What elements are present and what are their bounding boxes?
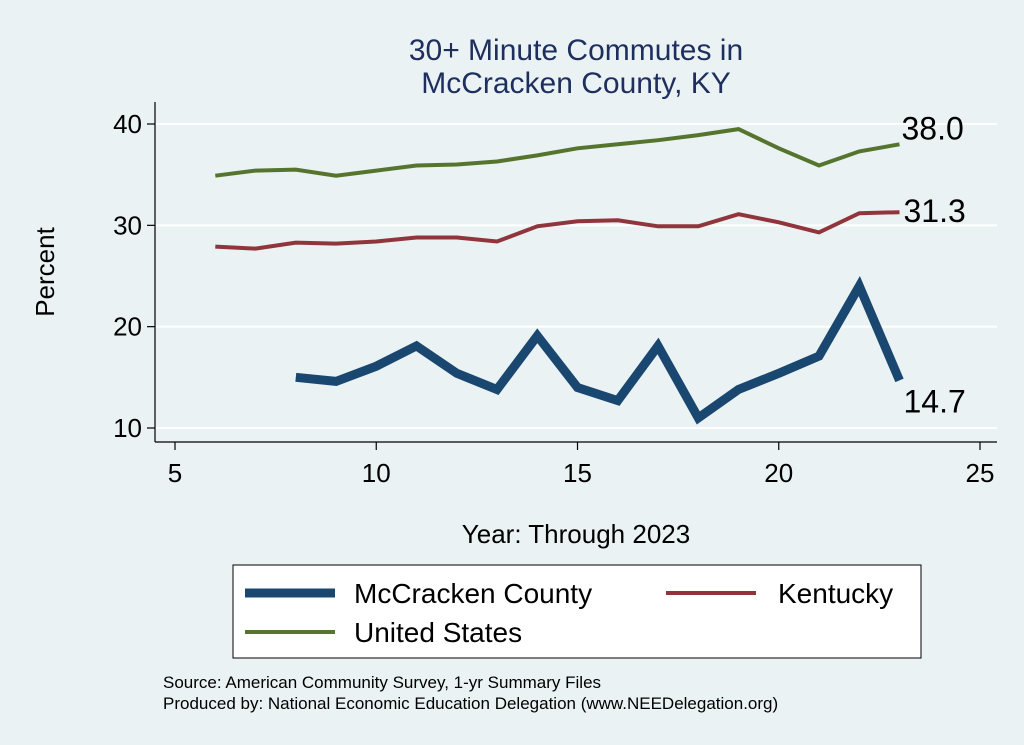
y-tick-label: 40: [113, 109, 142, 139]
x-tick-label: 20: [764, 458, 793, 488]
y-tick-label: 20: [113, 312, 142, 342]
y-tick-label: 30: [113, 210, 142, 240]
legend-label-mccracken-county: McCracken County: [354, 578, 592, 609]
chart-title-line-2: McCracken County, KY: [421, 67, 731, 100]
x-tick-label: 5: [168, 458, 182, 488]
x-tick-label: 15: [563, 458, 592, 488]
end-label-mccracken-county: 14.7: [904, 383, 966, 419]
y-ticks: 10 20 30 40: [113, 109, 155, 443]
source-note: Source: American Community Survey, 1-yr …: [163, 673, 601, 692]
series-line-united-states: [215, 127, 900, 178]
legend-box: [232, 564, 922, 659]
end-labels: 14.7 31.3 38.0: [902, 110, 966, 419]
series-line-kentucky: [215, 210, 900, 251]
x-tick-label: 25: [966, 458, 995, 488]
legend: McCracken County Kentucky United States: [232, 564, 922, 659]
y-tick-label: 10: [113, 413, 142, 443]
x-tick-label: 10: [362, 458, 391, 488]
end-label-kentucky: 31.3: [904, 193, 966, 229]
legend-label-kentucky: Kentucky: [778, 578, 893, 609]
y-axis-label: Percent: [30, 226, 60, 316]
end-label-united-states: 38.0: [902, 110, 964, 146]
series-line-mccracken-county: [295, 276, 904, 425]
x-axis-label: Year: Through 2023: [462, 519, 690, 549]
series-lines: [215, 127, 904, 425]
x-ticks: 5 10 15 20 25: [168, 442, 995, 488]
producer-note: Produced by: National Economic Education…: [163, 694, 778, 713]
gridlines: [155, 123, 997, 429]
chart-title-line-1: 30+ Minute Commutes in: [409, 34, 743, 67]
legend-label-united-states: United States: [354, 617, 522, 648]
